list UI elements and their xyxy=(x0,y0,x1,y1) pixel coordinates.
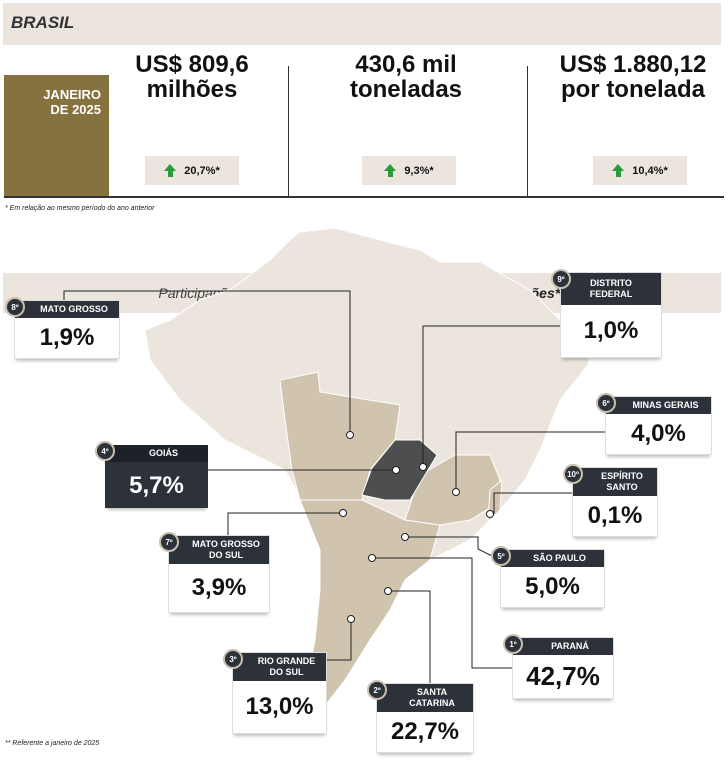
divider xyxy=(527,66,528,197)
state-share: 1,9% xyxy=(39,324,95,351)
divider xyxy=(4,196,724,198)
kpi-line2: toneladas xyxy=(349,76,463,103)
state-name: MATO GROSSO DO SUL xyxy=(169,536,269,564)
state-name: RIO GRANDE DO SUL xyxy=(233,653,326,681)
state-name: ESPÍRITO SANTO xyxy=(573,468,657,496)
state-share: 42,7% xyxy=(526,661,600,691)
change-badge: 10,4%* xyxy=(593,156,687,185)
rank-badge: 2º xyxy=(367,680,387,700)
kpi-line2: milhões xyxy=(146,76,238,103)
arrow-up-icon xyxy=(384,164,397,177)
footnote: ** Referente a janeiro de 2025 xyxy=(5,740,100,747)
state-card-mato-grosso-do-sul: 7º MATO GROSSO DO SUL 3,9% xyxy=(159,532,270,613)
state-card-mato-grosso: 8º MATO GROSSO 1,9% xyxy=(5,297,120,359)
state-card-rio-grande-do-sul: 3º RIO GRANDE DO SUL 13,0% xyxy=(223,649,327,734)
state-share: 22,7% xyxy=(390,718,460,745)
state-card-sao-paulo: 5º SÃO PAULO 5,0% xyxy=(491,546,605,608)
page-title: BRASIL xyxy=(11,13,75,32)
state-share: 4,0% xyxy=(631,420,686,447)
state-card-goias: 4º GOIÁS 5,7% xyxy=(95,441,208,508)
kpi-line1: US$ 1.880,12 xyxy=(559,51,707,78)
leader-lines xyxy=(63,290,605,683)
arrow-up-icon xyxy=(164,164,177,177)
state-share: 13,0% xyxy=(245,693,314,720)
state-name: SÃO PAULO xyxy=(501,550,604,567)
change-value: 20,7%* xyxy=(184,164,220,177)
change-badge: 20,7%* xyxy=(145,156,239,185)
footnote: * Em relação ao mesmo período do ano ant… xyxy=(5,205,155,212)
kpi-line1: 430,6 mil xyxy=(355,51,457,78)
rank-badge: 7º xyxy=(159,532,179,552)
rank-badge: 10º xyxy=(563,464,583,484)
period-box: JANEIRO DE 2025 xyxy=(4,75,109,197)
arrow-up-icon xyxy=(612,164,625,177)
state-name: MINAS GERAIS xyxy=(606,397,711,414)
state-name: MATO GROSSO xyxy=(15,301,119,318)
state-card-santa-catarina: 2º SANTA CATARINA 22,7% xyxy=(367,680,474,753)
change-value: 10,4%* xyxy=(632,164,668,177)
change-badge: 9,3%* xyxy=(362,156,456,185)
rank-badge: 5º xyxy=(491,546,511,566)
state-name: DISTRITO FEDERAL xyxy=(561,273,661,305)
state-card-distrito-federal: 9º DISTRITO FEDERAL 1,0% xyxy=(551,269,662,358)
state-card-minas-gerais: 6º MINAS GERAIS 4,0% xyxy=(596,393,712,455)
change-value: 9,3%* xyxy=(404,164,434,177)
state-markers xyxy=(339,431,494,623)
period-month: JANEIRO xyxy=(43,87,101,102)
rank-badge: 8º xyxy=(5,297,25,317)
state-share: 1,0% xyxy=(583,317,639,344)
state-share: 3,9% xyxy=(191,574,247,601)
state-name: SANTA CATARINA xyxy=(377,684,473,712)
state-share: 5,7% xyxy=(129,472,184,499)
period-year: DE 2025 xyxy=(50,102,101,117)
rank-badge: 9º xyxy=(551,269,571,289)
kpi-line2: por tonelada xyxy=(560,76,705,103)
rank-badge: 3º xyxy=(223,649,243,669)
divider xyxy=(288,66,289,197)
state-card-parana: 1º PARANÁ 42,7% xyxy=(503,634,614,699)
state-share: 0,1% xyxy=(587,502,643,529)
rank-badge: 6º xyxy=(596,393,616,413)
state-card-espirito-santo: 10º ESPÍRITO SANTO 0,1% xyxy=(563,464,658,537)
state-name: GOIÁS xyxy=(105,445,208,462)
header-bar: BRASIL xyxy=(3,3,721,45)
state-share: 5,0% xyxy=(525,573,580,600)
kpi-volume: 430,6 mil toneladas xyxy=(306,52,506,102)
kpi-value: US$ 809,6 milhões xyxy=(92,52,292,102)
kpi-line1: US$ 809,6 xyxy=(135,51,249,78)
rank-badge: 4º xyxy=(95,441,115,461)
state-name: PARANÁ xyxy=(513,638,613,655)
rank-badge: 1º xyxy=(503,634,523,654)
kpi-price: US$ 1.880,12 por tonelada xyxy=(538,52,728,102)
